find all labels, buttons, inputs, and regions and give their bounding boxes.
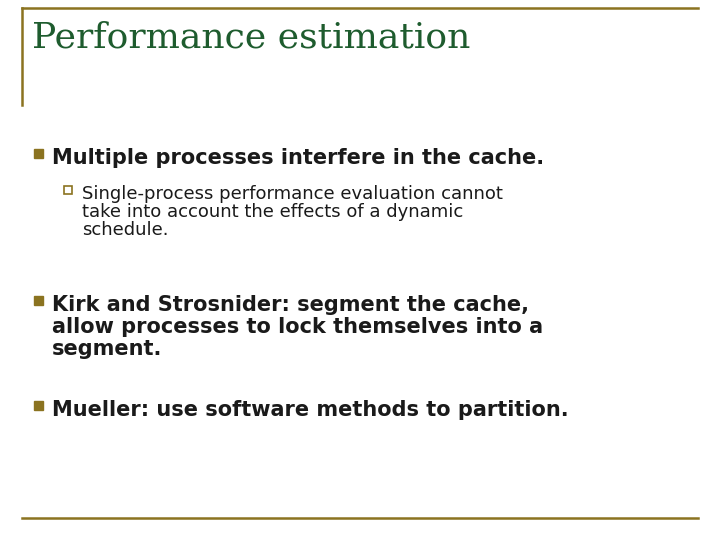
Text: allow processes to lock themselves into a: allow processes to lock themselves into … (52, 317, 543, 337)
Bar (34, 401, 42, 409)
Text: Single-process performance evaluation cannot: Single-process performance evaluation ca… (82, 185, 503, 203)
Text: Performance estimation: Performance estimation (32, 20, 470, 54)
Text: Kirk and Strosnider: segment the cache,: Kirk and Strosnider: segment the cache, (52, 295, 529, 315)
Bar (34, 148, 42, 158)
Text: Multiple processes interfere in the cache.: Multiple processes interfere in the cach… (52, 148, 544, 168)
Bar (64, 186, 72, 194)
Text: Mueller: use software methods to partition.: Mueller: use software methods to partiti… (52, 400, 569, 420)
Text: take into account the effects of a dynamic: take into account the effects of a dynam… (82, 203, 463, 221)
Bar (34, 295, 42, 305)
Text: segment.: segment. (52, 339, 163, 359)
Text: schedule.: schedule. (82, 221, 168, 239)
